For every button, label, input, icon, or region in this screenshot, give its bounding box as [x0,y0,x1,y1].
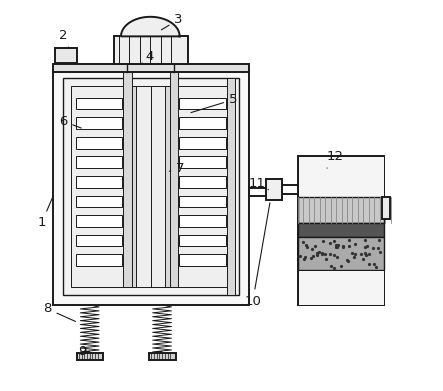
Bar [179,254,226,266]
Bar [298,156,384,197]
Bar [76,117,122,129]
Bar [76,137,122,149]
Text: 7: 7 [169,161,185,175]
Bar [77,353,103,360]
Text: 5: 5 [191,93,237,113]
Bar [55,48,77,63]
Bar [298,223,384,237]
Bar [267,179,282,200]
Bar [76,176,122,188]
Bar [179,137,226,149]
Bar [149,353,176,360]
Bar [298,197,384,223]
Text: 8: 8 [43,302,75,321]
Bar [382,197,390,219]
Bar [179,98,226,109]
Bar [298,270,384,305]
Bar [132,86,136,287]
Bar [179,176,226,188]
Bar [71,86,231,287]
Bar [53,64,249,72]
Text: 6: 6 [59,115,81,128]
Text: 4: 4 [141,50,153,64]
Text: 12: 12 [326,150,343,168]
Bar [298,237,384,270]
Text: 10: 10 [245,203,270,308]
Bar [165,86,170,287]
Bar [179,156,226,168]
Text: 2: 2 [59,29,69,48]
Bar [179,117,226,129]
Bar [179,196,226,207]
Bar [76,215,122,227]
Text: 9: 9 [78,345,90,360]
Text: 3: 3 [161,13,183,30]
Bar [76,98,122,109]
Bar [76,156,122,168]
Polygon shape [121,17,180,36]
Bar [170,72,179,287]
Text: 1: 1 [37,198,52,230]
Bar [76,196,122,207]
Bar [76,235,122,246]
Bar [179,235,226,246]
Bar [123,72,132,287]
Bar [63,78,239,295]
Bar [298,156,384,305]
Text: 11: 11 [248,177,268,190]
Bar [226,78,235,295]
Bar [114,36,188,64]
Bar [53,70,249,305]
Bar [76,254,122,266]
Bar [179,215,226,227]
